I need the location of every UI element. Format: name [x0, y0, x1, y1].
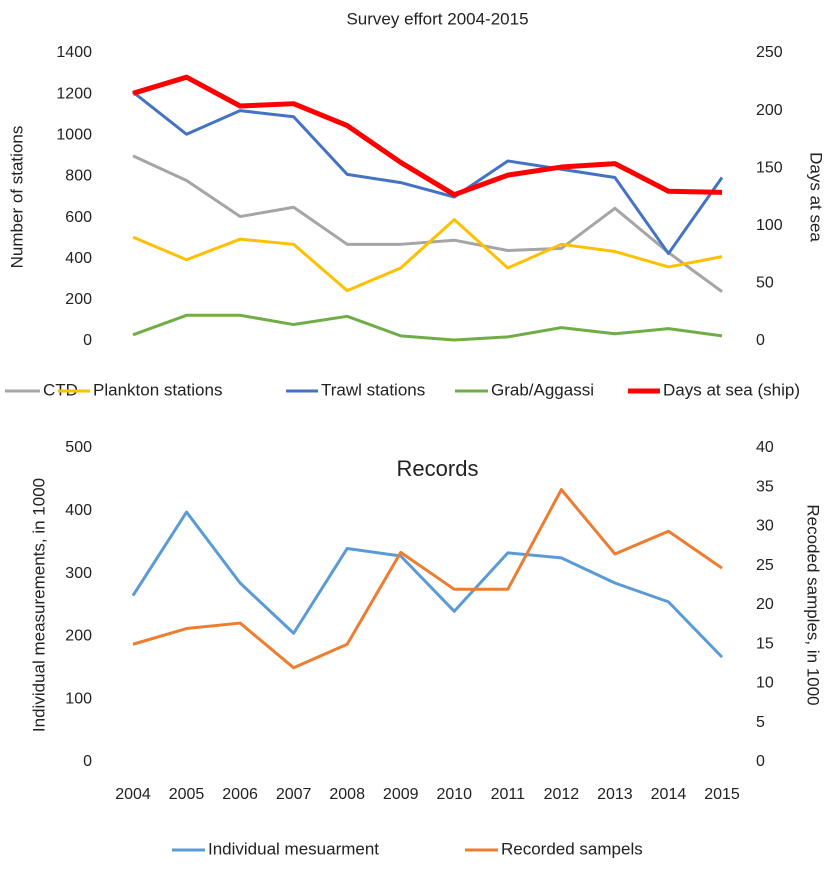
x-tick-label: 2008: [329, 786, 365, 803]
legend-label: Recorded sampels: [501, 839, 643, 858]
x-tick-label: 2007: [276, 786, 312, 803]
x-tick-label: 2004: [115, 786, 151, 803]
y2-tick-label: 15: [756, 635, 774, 652]
data-line: [131, 510, 724, 659]
data-line: [132, 218, 723, 293]
y2-tick-label: 20: [756, 596, 774, 613]
y-tick-label: 0: [83, 332, 92, 349]
y-tick-label: 200: [65, 291, 92, 308]
y-tick-label: 1200: [56, 85, 92, 102]
y-tick-label: 400: [65, 502, 92, 519]
data-line: [132, 313, 723, 342]
x-tick-label: 2006: [222, 786, 258, 803]
y2-tick-label: 150: [756, 159, 783, 176]
y2-tick-label: 10: [756, 675, 774, 692]
y-tick-label: 500: [65, 439, 92, 456]
data-line: [132, 488, 723, 670]
y-tick-label: 800: [65, 168, 92, 185]
legend-label: Trawl stations: [321, 380, 425, 399]
x-tick-label: 2010: [436, 786, 472, 803]
y-tick-label: 0: [83, 753, 92, 770]
y2-tick-label: 250: [756, 44, 783, 61]
y-axis-title: Individual measurements, in 1000: [29, 478, 48, 732]
y2-tick-label: 200: [756, 102, 783, 119]
y2-axis-title: Days at sea: [807, 152, 826, 242]
y-tick-label: 300: [65, 565, 92, 582]
legend-label: Individual mesuarment: [208, 839, 379, 858]
x-tick-label: 2013: [597, 786, 633, 803]
y-tick-label: 400: [65, 250, 92, 267]
y-tick-label: 1000: [56, 127, 92, 144]
x-tick-label: 2009: [383, 786, 419, 803]
y-tick-label: 600: [65, 209, 92, 226]
x-tick-label: 2005: [169, 786, 205, 803]
y2-tick-label: 35: [756, 478, 774, 495]
x-tick-label: 2014: [651, 786, 687, 803]
y2-tick-label: 5: [756, 714, 765, 731]
data-line: [132, 90, 724, 256]
y-tick-label: 200: [65, 628, 92, 645]
y2-tick-label: 50: [756, 275, 774, 292]
data-line: [132, 74, 723, 198]
chart-title: Survey effort 2004-2015: [346, 9, 528, 28]
x-tick-label: 2015: [704, 786, 740, 803]
chart-title: Records: [397, 456, 479, 481]
y2-tick-label: 0: [756, 332, 765, 349]
y2-tick-label: 40: [756, 439, 774, 456]
legend-label: Days at sea (ship): [663, 380, 800, 399]
x-tick-label: 2011: [491, 786, 526, 803]
y-axis-title: Number of stations: [7, 126, 26, 269]
y2-tick-label: 0: [756, 753, 765, 770]
legend-label: Plankton stations: [93, 380, 222, 399]
y2-tick-label: 25: [756, 557, 774, 574]
x-tick-label: 2012: [544, 786, 580, 803]
y2-tick-label: 100: [756, 217, 783, 234]
y-tick-label: 100: [65, 690, 92, 707]
y2-axis-title: Recoded samples, in 1000: [804, 504, 823, 705]
y2-tick-label: 30: [756, 518, 774, 535]
legend-label: Grab/Aggassi: [491, 380, 594, 399]
y-tick-label: 1400: [56, 44, 92, 61]
